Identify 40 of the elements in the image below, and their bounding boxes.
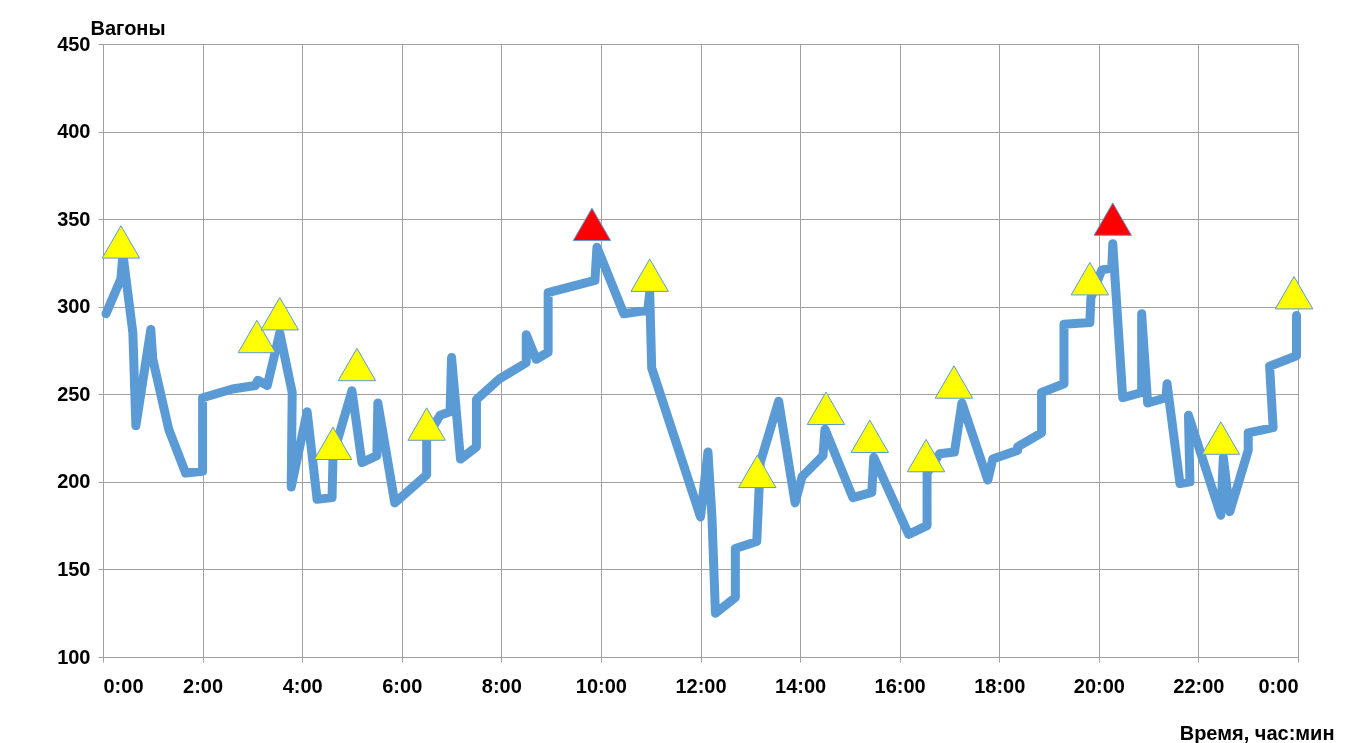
y-tick-label: 150 <box>57 557 91 580</box>
point <box>407 407 446 441</box>
x-tick-label: 0:00 <box>1258 674 1299 697</box>
x-axis-title: Время, час:мин <box>1179 721 1335 743</box>
point <box>934 365 974 399</box>
point <box>337 347 377 382</box>
x-tick-label: 18:00 <box>974 674 1026 697</box>
y-tick-label: 400 <box>57 120 91 143</box>
point <box>237 319 277 354</box>
y-tick-label: 200 <box>57 470 91 493</box>
y-axis-title: Вагоны <box>90 16 166 39</box>
x-tick-label: 20:00 <box>1073 674 1125 697</box>
x-tick-label: 6:00 <box>382 674 423 697</box>
point <box>850 419 889 454</box>
point <box>1274 276 1314 310</box>
point <box>1093 202 1132 236</box>
point <box>1201 421 1241 455</box>
point <box>1070 261 1110 296</box>
x-tick-label: 2:00 <box>183 674 224 697</box>
x-tick-label: 4:00 <box>282 674 323 697</box>
point <box>260 297 299 331</box>
point <box>630 258 669 292</box>
x-tick-label: 10:00 <box>575 674 627 697</box>
point <box>101 225 141 259</box>
x-tick-label: 16:00 <box>874 674 926 697</box>
x-tick-label: 8:00 <box>481 674 522 697</box>
point <box>738 454 777 489</box>
x-tick-label: 14:00 <box>775 674 827 697</box>
x-tick-label: 12:00 <box>675 674 727 697</box>
point <box>906 438 946 473</box>
y-tick-label: 250 <box>57 382 91 405</box>
point <box>572 207 612 242</box>
y-tick-label: 100 <box>57 645 91 668</box>
point <box>313 426 353 461</box>
x-tick-label: 22:00 <box>1173 674 1225 697</box>
y-tick-label: 300 <box>57 295 91 318</box>
x-tick-label: 0:00 <box>103 674 144 697</box>
point <box>806 391 846 425</box>
y-tick-label: 450 <box>57 32 91 55</box>
y-tick-label: 350 <box>57 207 91 230</box>
